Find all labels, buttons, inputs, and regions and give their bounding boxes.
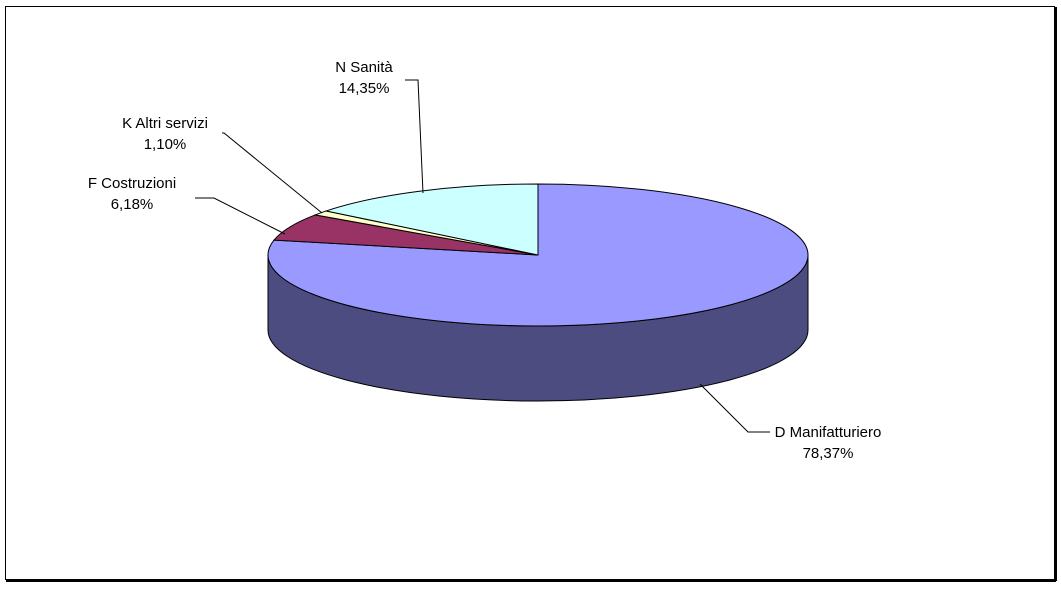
leader-line-sanit xyxy=(405,79,424,194)
pie-tops xyxy=(267,183,809,327)
slice-percent-manifatturiero: 78,37% xyxy=(803,445,854,462)
slice-labels: D Manifatturiero 78,37% F Costruzioni 6,18%… xyxy=(88,59,882,462)
slice-label-sanit: N Sanità xyxy=(335,59,393,76)
slice-percent-costruzioni: 6,18% xyxy=(111,196,154,213)
leader-line-costruzioni xyxy=(195,197,286,235)
slice-top-sanit xyxy=(324,183,539,256)
leader-lines xyxy=(195,79,770,433)
slice-percent-sanit: 14,35% xyxy=(339,80,390,97)
slice-label-altri-servizi: K Altri servizi xyxy=(122,115,208,132)
slice-top-manifatturiero xyxy=(267,183,809,327)
slice-label-costruzioni: F Costruzioni xyxy=(88,175,176,192)
leader-line-altri-servizi xyxy=(222,132,323,214)
slice-label-manifatturiero: D Manifatturiero xyxy=(775,424,882,441)
leader-line-manifatturiero xyxy=(699,383,770,433)
slice-percent-altri-servizi: 1,10% xyxy=(144,136,187,153)
